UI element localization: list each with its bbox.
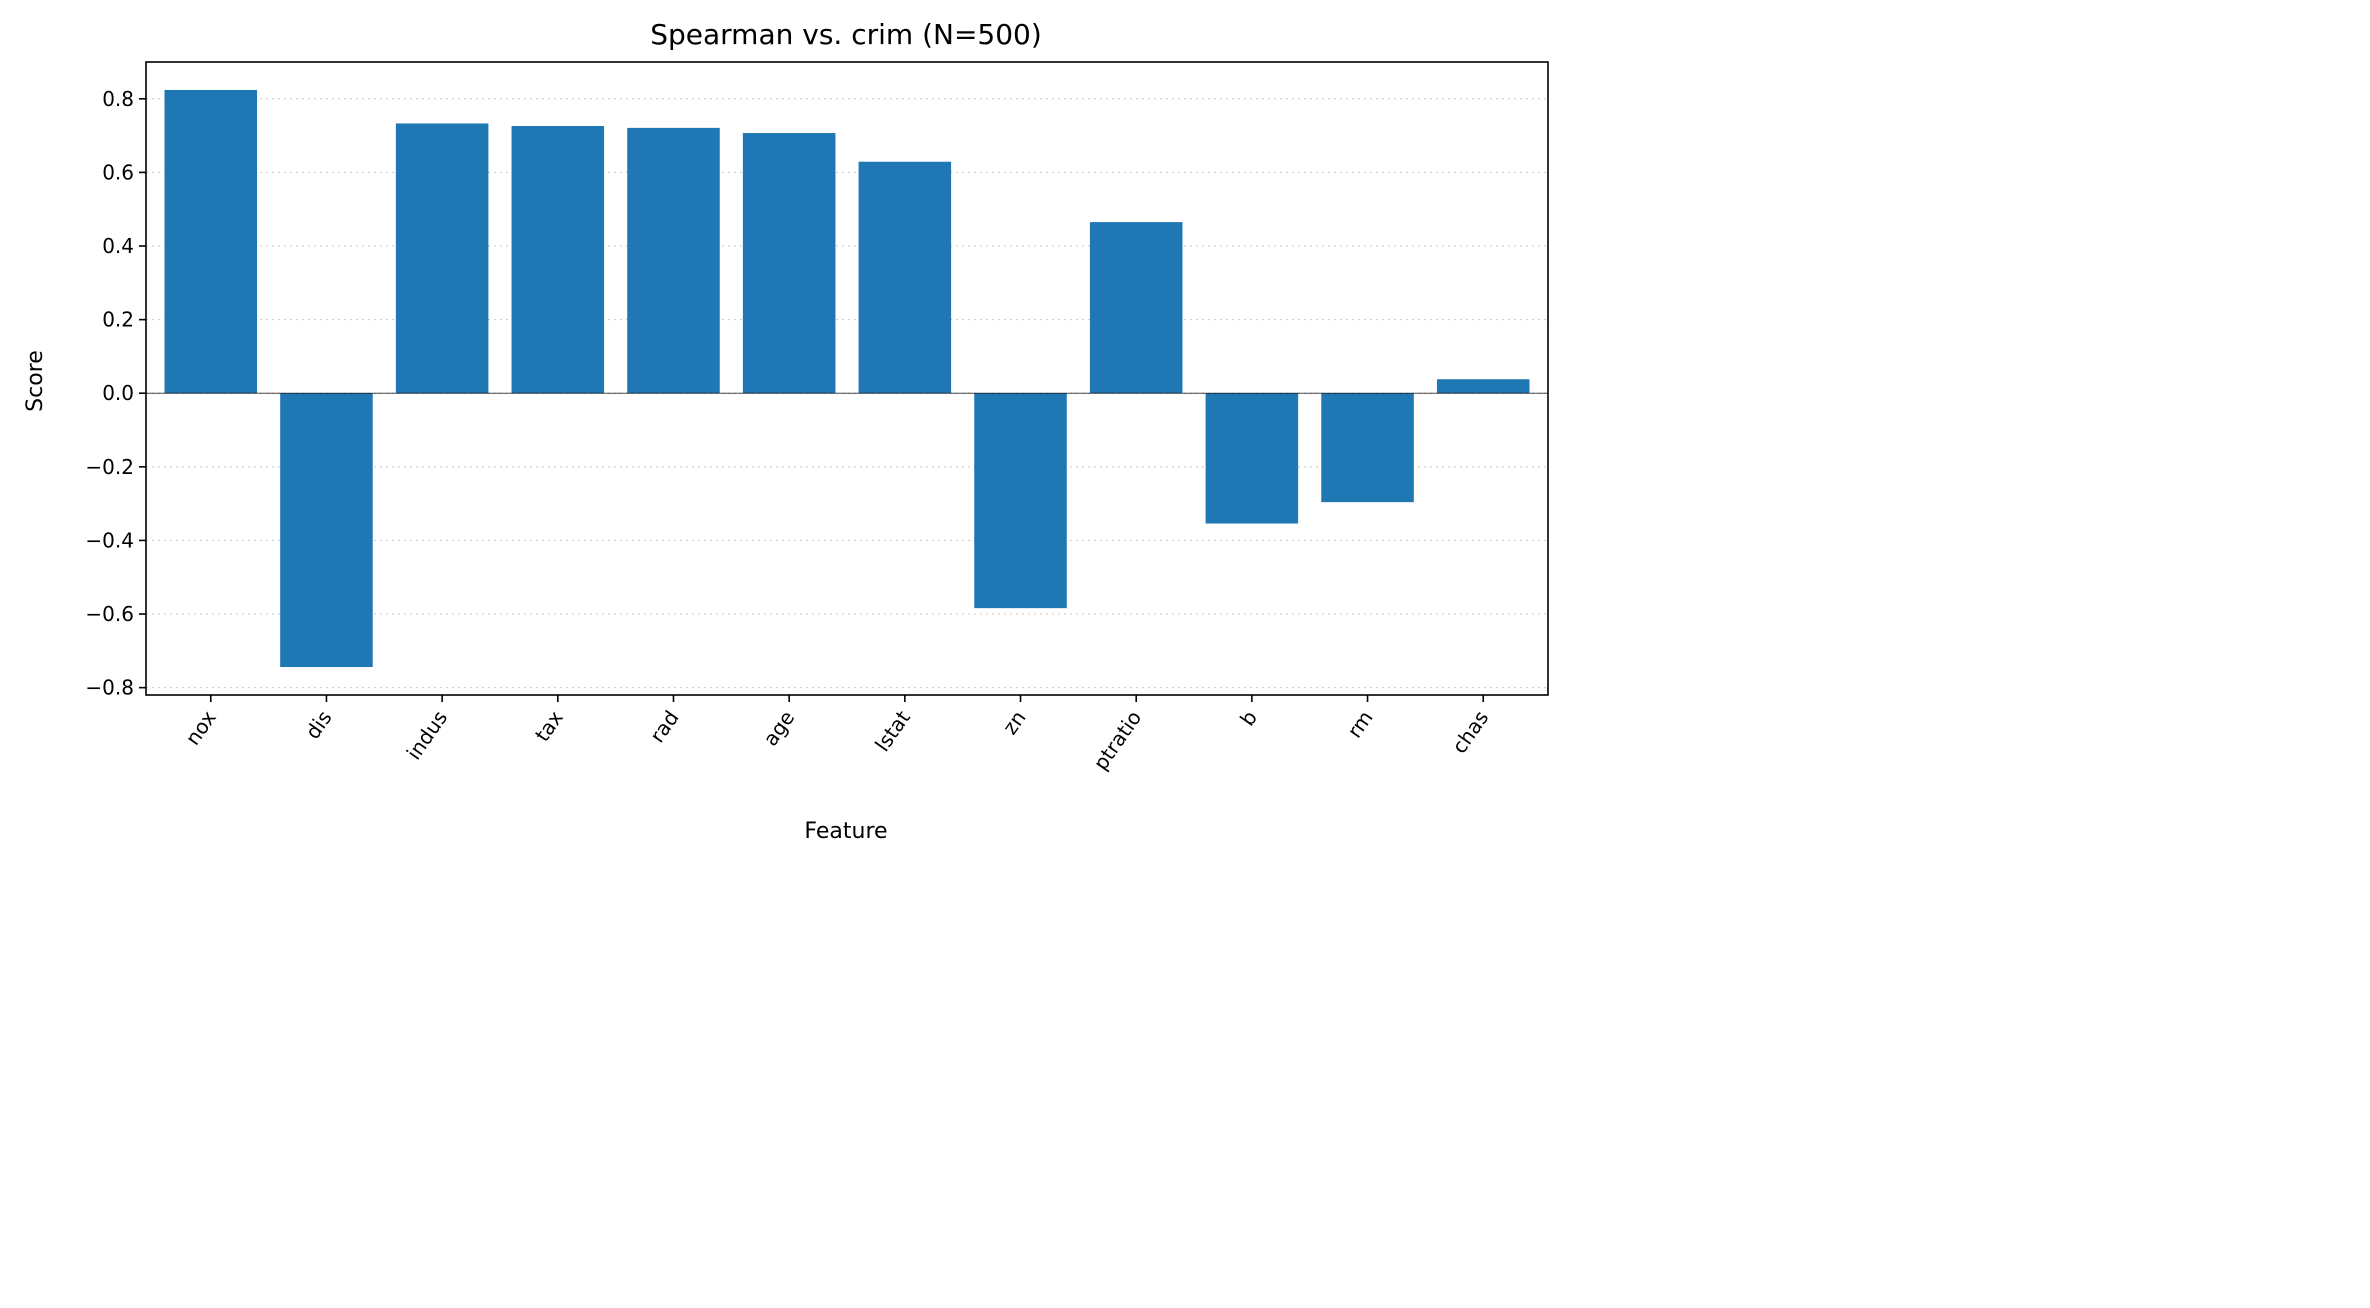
bar-rad [627, 127, 720, 394]
bar-b [1205, 393, 1299, 524]
y-tick-label: 0.2 [102, 308, 134, 332]
x-tick-label: age [758, 706, 799, 750]
y-tick-label: 0.0 [102, 381, 134, 405]
y-tick-label: −0.6 [85, 602, 134, 626]
bar-nox [164, 89, 258, 394]
bar-chart: Spearman vs. crim (N=500) 0.80.60.40.20.… [23, 18, 1549, 844]
y-tick-label: −0.4 [85, 528, 134, 552]
bar-tax [511, 126, 605, 394]
bars [164, 89, 1530, 668]
x-tick-label: rad [645, 706, 684, 747]
y-axis-ticks: 0.8 0.6 0.4 0.2 0.0 −0.2 −0.4 −0.6 −0.8 [85, 87, 146, 700]
y-tick-label: 0.6 [102, 160, 134, 184]
bar-zn [974, 393, 1067, 609]
x-tick-label: zn [998, 706, 1031, 739]
x-tick-label: chas [1447, 706, 1493, 758]
x-tick-label: indus [402, 706, 453, 764]
x-tick-label: nox [180, 706, 220, 749]
bar-chas [1436, 379, 1530, 394]
x-tick-label: lstat [870, 706, 915, 756]
x-axis-ticks: nox dis indus tax rad age lstat zn ptratio b rm cha… [180, 695, 1493, 774]
x-tick-label: ptratio [1088, 706, 1146, 774]
y-tick-label: 0.8 [102, 87, 134, 111]
x-axis-label: Feature [804, 819, 887, 844]
x-tick-label: tax [530, 706, 568, 746]
chart-title: Spearman vs. crim (N=500) [650, 18, 1042, 51]
y-tick-label: 0.4 [102, 234, 134, 258]
bar-age [742, 133, 836, 394]
bar-indus [395, 123, 489, 394]
y-tick-label: −0.8 [85, 676, 134, 700]
bar-dis [280, 393, 373, 668]
y-tick-label: −0.2 [85, 455, 134, 479]
plot-frame [145, 61, 1549, 696]
bar-rm [1321, 393, 1414, 503]
y-axis-label: Score [23, 350, 48, 412]
bar-lstat [858, 161, 952, 394]
bar-ptratio [1089, 222, 1183, 394]
x-tick-label: dis [300, 706, 336, 743]
x-tick-label: b [1235, 706, 1262, 730]
x-tick-label: rm [1342, 706, 1377, 742]
